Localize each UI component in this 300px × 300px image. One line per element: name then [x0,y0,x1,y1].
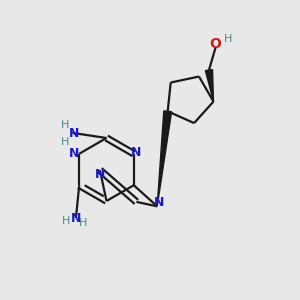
Text: N: N [131,146,142,159]
Text: N: N [154,196,164,208]
Text: N: N [69,127,79,140]
Text: N: N [69,147,79,160]
Text: H: H [62,216,70,226]
Text: H: H [61,120,70,130]
Text: H: H [61,136,70,146]
Text: O: O [210,37,221,51]
Polygon shape [206,70,214,102]
Text: H: H [79,218,88,228]
Text: N: N [95,168,105,181]
Text: H: H [224,34,232,44]
Text: N: N [71,212,81,225]
Polygon shape [157,111,172,206]
